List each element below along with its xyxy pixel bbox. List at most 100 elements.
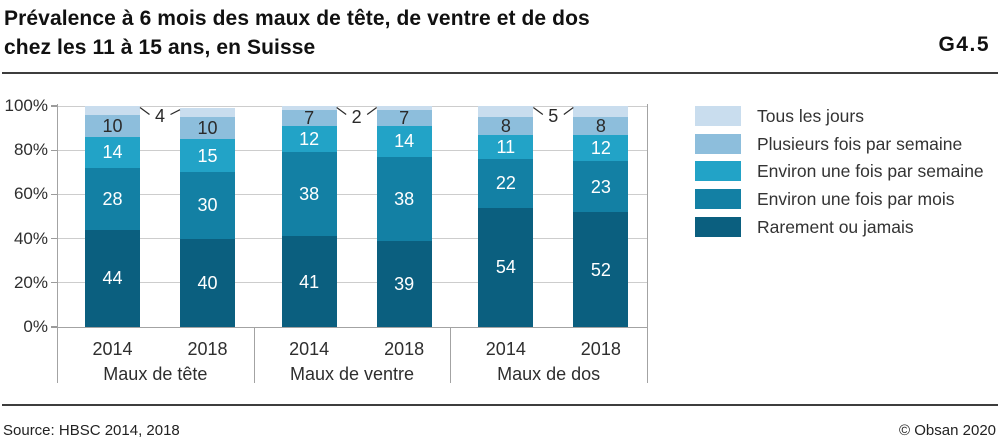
bar-segment: 7: [281, 108, 337, 129]
callout-value-maux-de-ventre: 2: [351, 107, 362, 127]
group-separator: [57, 327, 58, 383]
bar-segment: 11: [478, 134, 534, 160]
x-axis-group-label: Maux de ventre: [289, 364, 415, 384]
bar-segment: 38: [281, 152, 337, 237]
bar-segment-value: 28: [102, 188, 123, 209]
bar-segment-value: 14: [102, 142, 123, 163]
bar-segment: 23: [573, 161, 629, 213]
group-separator: [253, 327, 255, 383]
bar-segment: 12: [573, 134, 629, 162]
bar-segment-value: 8: [500, 115, 511, 136]
callout-value-maux-de-dos: 5: [548, 105, 559, 126]
x-axis-year-label: 2018: [384, 339, 425, 359]
legend-label: Tous les jours: [757, 106, 864, 126]
legend-swatch: [695, 161, 741, 182]
bar-segment: 30: [180, 172, 235, 239]
legend-swatch: [695, 216, 741, 237]
bar-segment-value: 39: [394, 273, 415, 294]
bar-segment: 40: [180, 238, 235, 327]
x-axis-year-label: 2014: [485, 339, 526, 359]
bar-segment: 38: [376, 156, 432, 241]
legend-label: Environ une fois par semaine: [757, 161, 984, 182]
y-axis-tick-label: 80%: [13, 140, 48, 160]
bar-segment: 14: [376, 125, 432, 157]
bar-segment-value: 10: [197, 118, 218, 139]
bar-segment-value: 8: [595, 115, 606, 136]
y-axis-tick: [51, 105, 57, 107]
gridline: [57, 149, 648, 151]
bar-segment: 54: [478, 207, 534, 327]
y-axis-tick-label: 40%: [13, 228, 48, 248]
y-axis-tick-label: 20%: [13, 272, 48, 292]
bar-segment: 22: [478, 159, 534, 208]
chart-title: Prévalence à 6 mois des maux de tête, de…: [4, 4, 590, 62]
x-axis-year-label: 2014: [92, 339, 133, 359]
chart-title-line2: chez les 11 à 15 ans, en Suisse: [4, 36, 316, 59]
bar-segment: 10: [180, 117, 235, 140]
plot-border: [647, 104, 648, 327]
x-axis-group-label: Maux de tête: [103, 364, 208, 384]
header-divider: [2, 72, 998, 74]
legend-swatch: [695, 106, 741, 126]
legend-label: Plusieurs fois par semaine: [757, 133, 963, 154]
footer-divider: [2, 404, 998, 406]
x-axis-year-label: 2018: [187, 339, 228, 359]
bar-segment: 44: [85, 229, 140, 327]
bar-segment: 8: [478, 115, 534, 136]
legend-label: Rarement ou jamais: [757, 216, 914, 237]
bar-segment-value: 11: [496, 136, 516, 157]
y-axis-tick-label: 100%: [4, 96, 48, 115]
bar-segment-value: 38: [394, 188, 415, 209]
bar-segment-value: 10: [102, 115, 123, 136]
x-axis-year-label: 2014: [289, 339, 330, 359]
y-axis-tick-label: 60%: [13, 184, 48, 204]
bar-segment: 7: [376, 108, 432, 129]
source-note: Source: HBSC 2014, 2018: [3, 422, 180, 439]
x-axis-year-label: 2018: [580, 339, 621, 359]
bar-segment-value: 23: [590, 176, 611, 197]
y-axis-tick: [51, 149, 57, 151]
x-axis-group-label: Maux de dos: [497, 364, 601, 384]
bar-segment-value: 12: [299, 129, 320, 150]
gridline: [57, 326, 648, 328]
bar-segment: 14: [85, 136, 140, 168]
y-axis-tick: [51, 326, 57, 328]
bar-segment-value: 7: [304, 108, 315, 129]
bar-segment: [573, 106, 629, 118]
bar-segment: 15: [180, 139, 235, 173]
bar-segment: 12: [281, 125, 337, 153]
bar-segment: [376, 106, 432, 111]
y-axis-tick: [51, 282, 57, 284]
bar-segment-value: 44: [102, 268, 123, 289]
bar-segment: [180, 108, 235, 118]
gridline: [57, 238, 648, 240]
chart-title-line1: Prévalence à 6 mois des maux de tête, de…: [4, 7, 590, 30]
bar-segment: 41: [281, 236, 337, 327]
bar-segment: 52: [573, 212, 629, 327]
bar-segment-value: 52: [590, 259, 611, 280]
gridline: [57, 105, 648, 107]
gridline: [57, 193, 648, 195]
bar-segment-value: 7: [399, 108, 410, 129]
bar-segment-value: 22: [495, 173, 516, 194]
bar-segment-value: 38: [299, 184, 320, 205]
bar-segment: 28: [85, 167, 140, 230]
y-axis-tick: [51, 193, 57, 195]
bar-segment-value: 40: [197, 272, 218, 293]
bar-segment: [85, 106, 140, 115]
figure-number: G4.5: [938, 33, 990, 56]
bar-segment: 8: [573, 115, 629, 136]
bar-segment-value: 12: [590, 137, 611, 158]
bar-segment-value: 41: [299, 271, 320, 292]
group-separator: [450, 327, 452, 383]
bar-segment-value: 14: [394, 131, 415, 152]
bar-segment-value: 30: [197, 195, 218, 216]
legend-label: Environ une fois par mois: [757, 189, 955, 210]
y-axis-tick: [51, 238, 57, 240]
legend-swatch: [695, 189, 741, 210]
bar-segment-value: 54: [495, 257, 516, 278]
copyright-note: © Obsan 2020: [899, 422, 996, 439]
